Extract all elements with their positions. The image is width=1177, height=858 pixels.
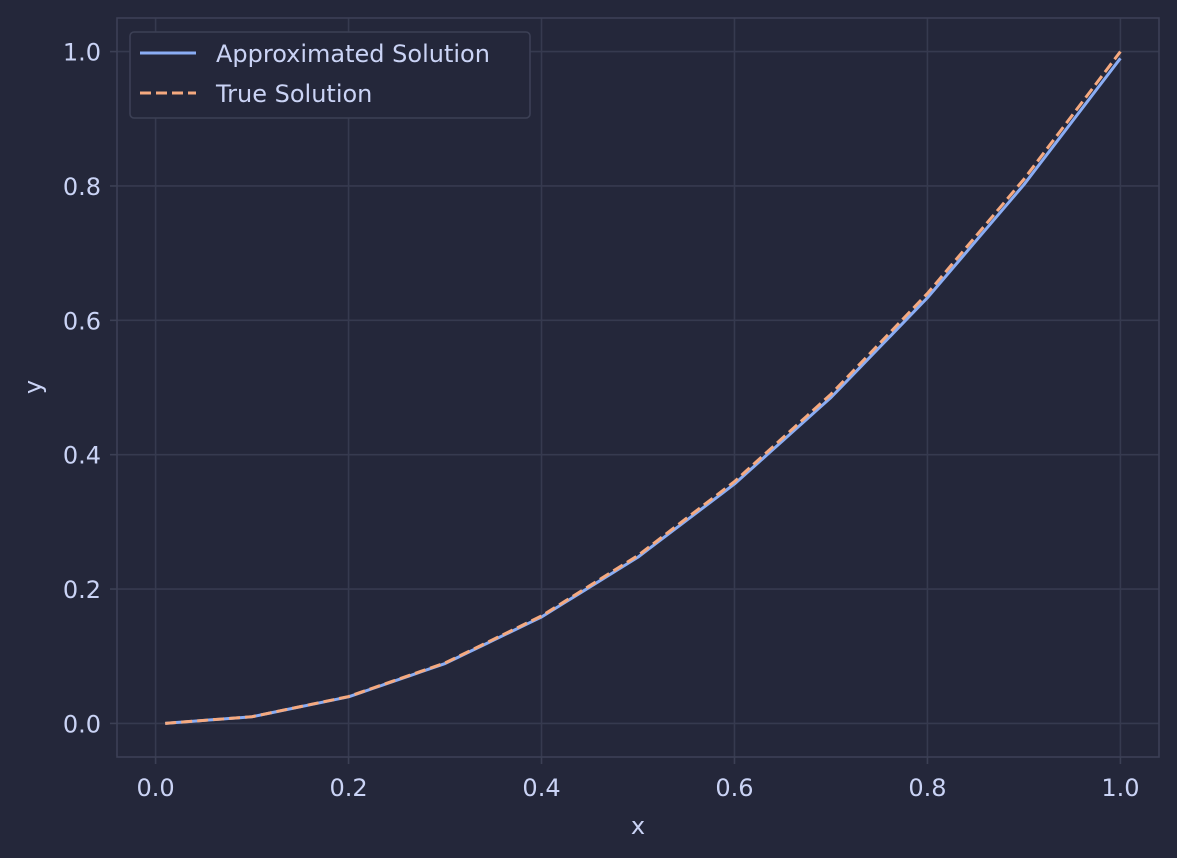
- y-tick-label: 0.0: [63, 710, 101, 738]
- x-tick-label: 0.2: [329, 774, 367, 802]
- y-tick-label: 0.8: [63, 173, 101, 201]
- y-tick-label: 0.2: [63, 576, 101, 604]
- legend: Approximated Solution True Solution: [129, 31, 531, 119]
- plot-frame: [116, 17, 1160, 758]
- true-solution-line: [165, 50, 1122, 725]
- legend-true-label: True Solution: [215, 80, 372, 108]
- approximated-solution-line: [165, 57, 1122, 725]
- legend-box: [129, 31, 531, 119]
- y-tick-label: 0.6: [63, 307, 101, 335]
- x-tick-label: 0.4: [522, 774, 560, 802]
- x-tick-label: 0.0: [137, 774, 175, 802]
- y-tick-label: 0.4: [63, 442, 101, 470]
- legend-approx-label: Approximated Solution: [216, 40, 490, 68]
- x-tick-label: 0.8: [908, 774, 946, 802]
- series: [165, 50, 1122, 725]
- y-axis-label: y: [19, 380, 47, 394]
- x-axis-label: x: [631, 812, 645, 840]
- x-tick-label: 0.6: [715, 774, 753, 802]
- y-tick-label: 1.0: [63, 39, 101, 67]
- x-tick-label: 1.0: [1101, 774, 1139, 802]
- grid: [117, 18, 1159, 757]
- ticks: 0.0 0.2 0.4 0.6 0.8 1.0 0.0 0.2 0.4 0.6 0.8 1.0: [63, 39, 1140, 802]
